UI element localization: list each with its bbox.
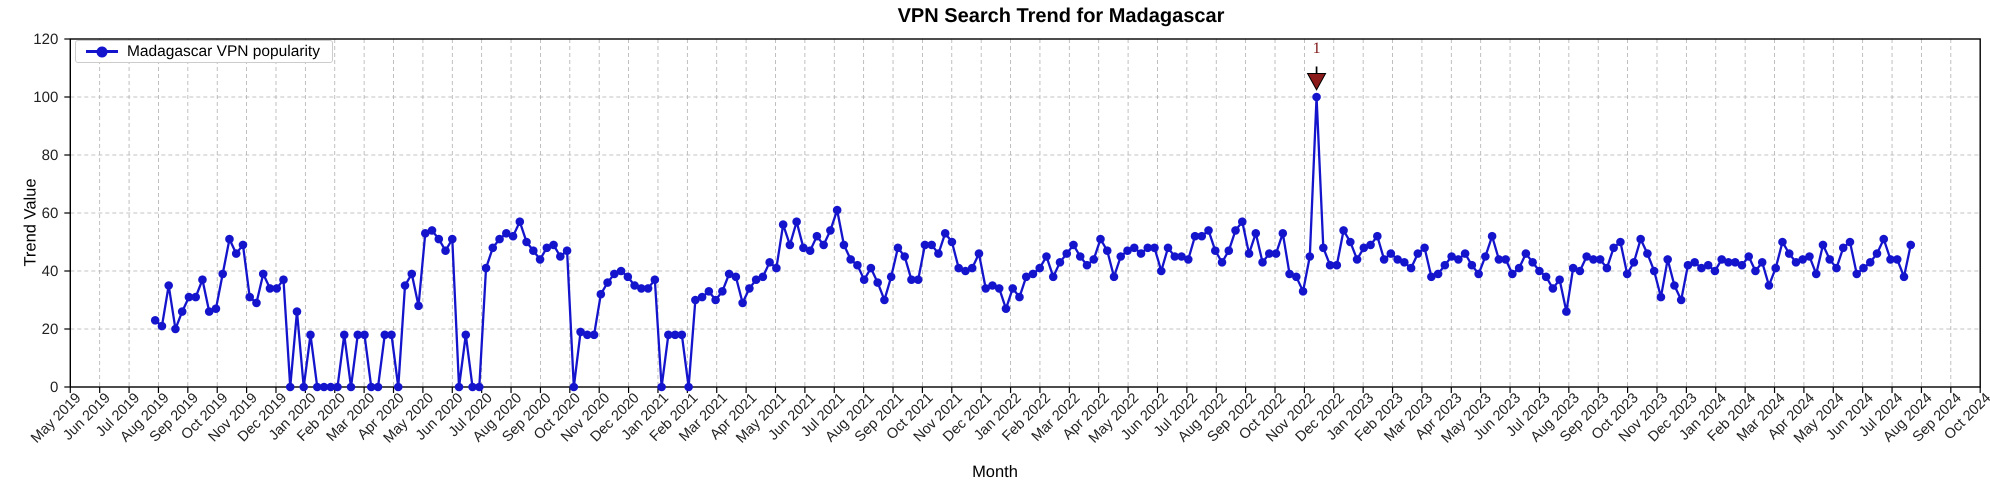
svg-text:80: 80	[42, 147, 59, 164]
svg-text:100: 100	[33, 89, 58, 106]
svg-text:60: 60	[42, 205, 59, 222]
svg-text:40: 40	[42, 263, 59, 280]
svg-text:20: 20	[42, 321, 59, 338]
svg-text:0: 0	[50, 379, 58, 396]
svg-text:120: 120	[33, 31, 58, 48]
